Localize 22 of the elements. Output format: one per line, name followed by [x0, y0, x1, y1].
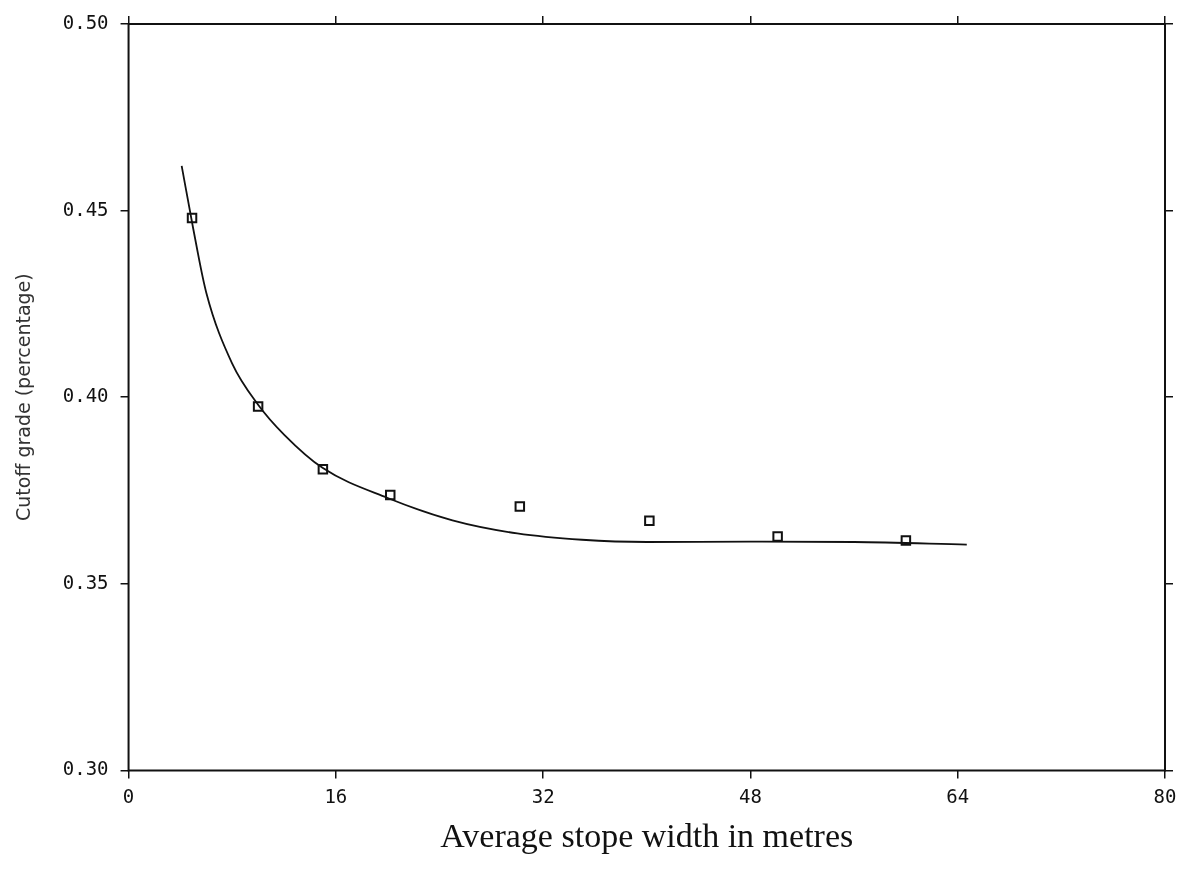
x-tick-label: 80 — [1153, 784, 1177, 807]
point — [772, 531, 783, 542]
x-tick-label: 48 — [738, 784, 762, 807]
point — [644, 515, 655, 526]
y-tick-label: 0.30 — [62, 757, 109, 780]
y-tick-label: 0.45 — [62, 197, 109, 220]
x-tick-label: 64 — [946, 784, 970, 807]
y-tick-label: 0.35 — [62, 570, 109, 593]
x-tick-label: 32 — [531, 784, 555, 807]
x-tick-label: 0 — [122, 784, 135, 807]
point — [900, 535, 912, 546]
x-tick-label: 16 — [324, 784, 348, 807]
point — [186, 212, 198, 224]
point — [514, 501, 526, 512]
y-tick-label: 0.50 — [62, 10, 109, 33]
y-tick-label: 0.40 — [62, 384, 109, 407]
x-axis-title: Average stope width in metres — [440, 816, 854, 854]
point — [317, 463, 329, 475]
y-axis-title: Cutoff grade (percentage) — [12, 273, 35, 522]
point — [252, 401, 264, 412]
point — [385, 489, 396, 501]
line-series — [180, 164, 968, 546]
